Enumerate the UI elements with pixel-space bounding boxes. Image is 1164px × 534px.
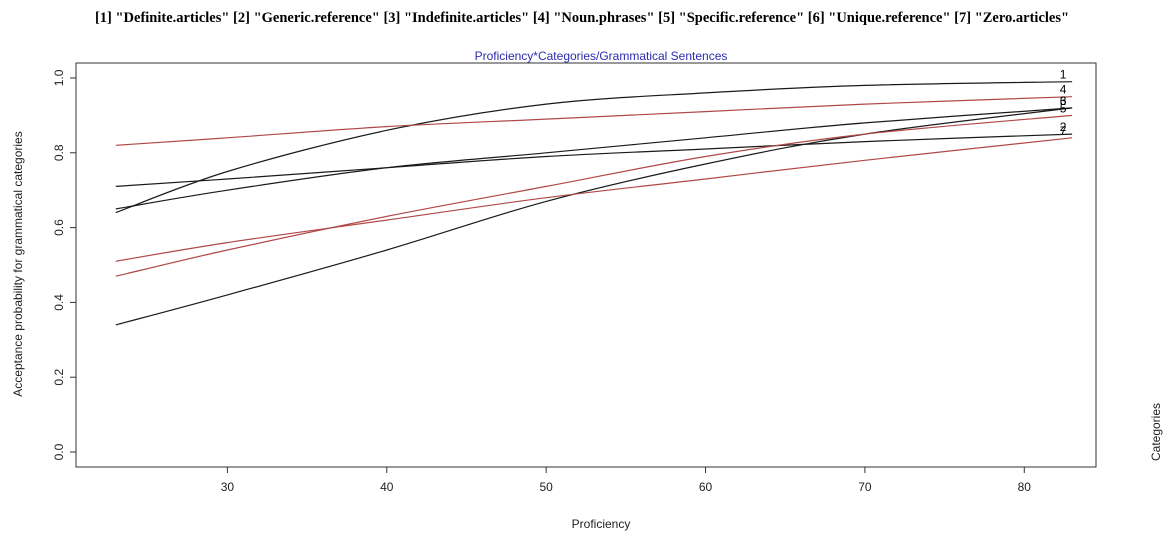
x-tick-label: 80	[1018, 480, 1032, 494]
curve-label-3: 3	[1060, 94, 1067, 108]
series-line-3	[115, 107, 1073, 326]
series-layer	[115, 81, 1073, 326]
x-axis-label: Proficiency	[572, 517, 631, 531]
x-tick-label: 50	[539, 480, 553, 494]
y-axis: 0.0 0.2 0.4 0.6 0.8 1.0	[52, 69, 76, 460]
curve-label-5: 5	[1060, 101, 1067, 115]
y-axis-label: Acceptance probability for grammatical c…	[11, 131, 25, 396]
curve-label-4: 4	[1060, 83, 1067, 97]
categories-axis-label: Categories	[1149, 403, 1163, 461]
y-tick-label: 0.0	[52, 443, 66, 460]
category-legend-line: [1] "Definite.articles" [2] "Generic.ref…	[94, 10, 1070, 26]
series-line-6	[115, 107, 1073, 210]
curve-label-6: 6	[1060, 94, 1067, 108]
series-line-7	[115, 137, 1073, 262]
y-tick-label: 0.2	[52, 369, 66, 386]
curve-label-1: 1	[1060, 68, 1067, 82]
series-line-4	[115, 96, 1073, 146]
y-tick-label: 1.0	[52, 69, 66, 86]
x-tick-label: 70	[858, 480, 872, 494]
series-line-1	[115, 81, 1073, 214]
x-axis: 30 40 50 60 70 80	[221, 467, 1032, 494]
curve-label-7: 7	[1060, 124, 1067, 138]
y-tick-label: 0.8	[52, 144, 66, 161]
curve-label-2: 2	[1060, 120, 1067, 134]
chart-title: Proficiency*Categories/Grammatical Sente…	[475, 49, 728, 63]
x-tick-label: 40	[380, 480, 394, 494]
x-tick-label: 60	[699, 480, 713, 494]
plot-frame	[75, 62, 1097, 468]
series-line-5	[115, 114, 1073, 277]
x-tick-label: 30	[221, 480, 235, 494]
series-line-2	[115, 133, 1073, 187]
y-tick-label: 0.4	[52, 294, 66, 311]
y-tick-label: 0.6	[52, 219, 66, 236]
